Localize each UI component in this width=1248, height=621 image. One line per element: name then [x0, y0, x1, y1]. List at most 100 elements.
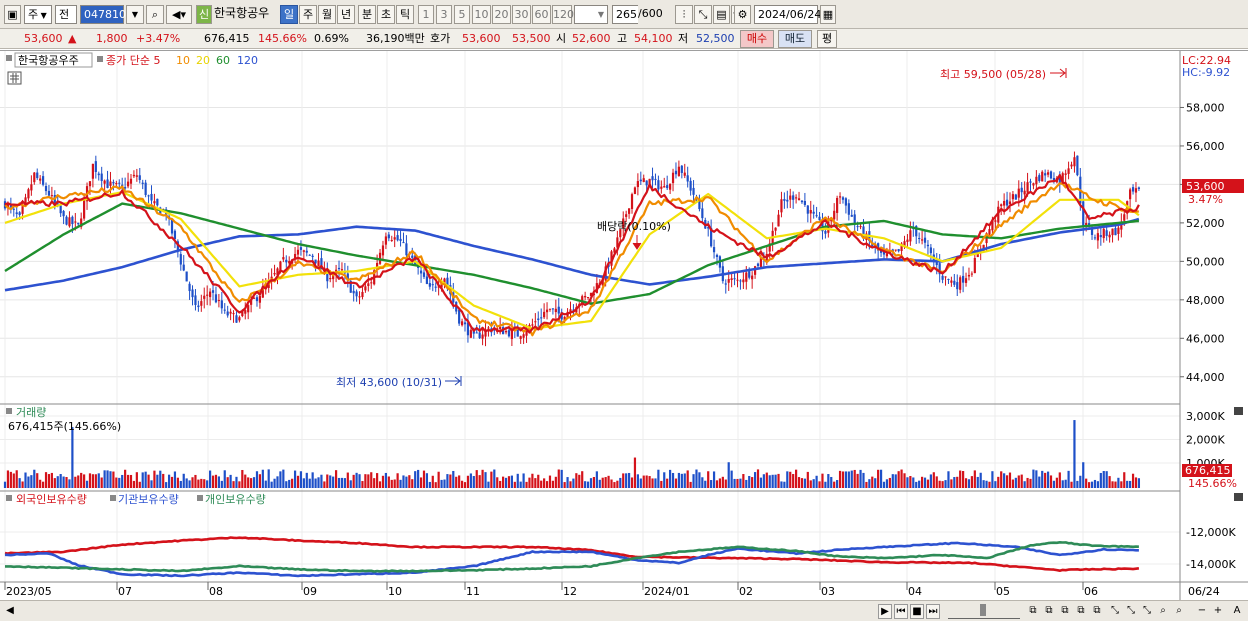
date-input[interactable]: 2024/06/24	[754, 5, 821, 24]
tab-tick[interactable]: 틱	[396, 5, 414, 24]
magnifier-icon-2[interactable]: ⌕	[1176, 605, 1182, 616]
volume-bar	[1108, 476, 1111, 488]
candle-body	[197, 305, 200, 308]
flat-button[interactable]: 평	[817, 30, 837, 48]
gear-icon[interactable]: ⚙	[734, 5, 751, 24]
font-size-icon[interactable]: A	[1233, 605, 1241, 616]
layout-icon-1[interactable]: ⧉	[1029, 605, 1037, 616]
chart-area[interactable]: 58,00056,00054,00052,00050,00048,00046,0…	[0, 50, 1248, 600]
stock-code-input[interactable]: 047810	[80, 5, 126, 24]
candle-body	[563, 316, 566, 320]
save-icon[interactable]: ▤	[713, 5, 730, 24]
candle-body	[103, 180, 106, 184]
holder-pane-close-icon[interactable]	[1234, 493, 1243, 501]
high-label: 고	[617, 32, 628, 45]
volume-bar	[572, 478, 575, 488]
candle-body	[642, 178, 645, 182]
num-20[interactable]: 20	[492, 5, 511, 24]
tab-week[interactable]: 주	[299, 5, 317, 24]
rewind-icon[interactable]: ⏮	[894, 604, 908, 619]
volume-bar	[953, 477, 956, 488]
fast-forward-icon[interactable]: ⏭	[926, 604, 940, 619]
volume-bar	[762, 474, 765, 488]
magnifier-icon[interactable]: ⌕	[1160, 605, 1166, 616]
num-120[interactable]: 120	[552, 5, 574, 24]
candle-body	[223, 309, 226, 311]
scroll-left-icon[interactable]: ◀	[6, 605, 14, 616]
draw-tool-icon[interactable]: ⤡	[694, 5, 712, 24]
num-30[interactable]: 30	[512, 5, 531, 24]
volume-bar	[1014, 477, 1017, 488]
tab-year[interactable]: 년	[337, 5, 355, 24]
zoom-out-icon[interactable]: −	[1197, 605, 1207, 616]
candle-body	[1099, 235, 1102, 238]
zoom-slider[interactable]	[948, 604, 1020, 619]
code-dropdown-icon[interactable]: ▼	[126, 5, 144, 24]
buy-button[interactable]: 매수	[740, 30, 774, 48]
volume-bar	[519, 481, 522, 488]
num-5[interactable]: 5	[454, 5, 470, 24]
num-1[interactable]: 1	[418, 5, 434, 24]
layout-icon-2[interactable]: ⧉	[1045, 605, 1053, 616]
trend-icon-3[interactable]: ⤡	[1143, 605, 1151, 616]
speaker-icon[interactable]: ◀▾	[166, 5, 192, 24]
volume-bar	[311, 472, 314, 488]
volume-bar	[548, 475, 552, 488]
volume-bar	[751, 477, 754, 488]
volume-bar	[888, 477, 891, 488]
tab-month[interactable]: 월	[318, 5, 336, 24]
num-60[interactable]: 60	[532, 5, 551, 24]
num-3[interactable]: 3	[436, 5, 452, 24]
grid-table-icon[interactable]	[7, 71, 22, 85]
period-select[interactable]: 주 ▼	[24, 5, 52, 24]
tab-second[interactable]: 초	[377, 5, 395, 24]
candle-body	[677, 166, 680, 176]
tab-day[interactable]: 일	[280, 5, 298, 24]
prev-button[interactable]: 전	[55, 5, 77, 24]
window-icon[interactable]: ▣	[4, 5, 21, 24]
volume-bar	[232, 481, 235, 488]
num-10[interactable]: 10	[472, 5, 491, 24]
candle-body	[622, 218, 625, 229]
volume-bar	[531, 473, 534, 488]
chart-svg[interactable]: 58,00056,00054,00052,00050,00048,00046,0…	[0, 51, 1248, 600]
candle-body	[83, 199, 86, 219]
trend-icon-1[interactable]: ⤡	[1111, 605, 1119, 616]
sell-button[interactable]: 매도	[778, 30, 812, 48]
trend-icon-2[interactable]: ⤡	[1127, 605, 1135, 616]
volume-bar	[786, 471, 789, 488]
candle-body	[393, 237, 396, 240]
layout-icon-5[interactable]: ⧉	[1093, 605, 1101, 616]
zoom-slider-handle[interactable]	[980, 604, 986, 616]
stop-icon[interactable]: ■	[910, 604, 924, 619]
candle-body	[885, 253, 889, 257]
candle-body	[252, 297, 256, 299]
volume-bar	[1064, 479, 1067, 488]
zoom-in-icon[interactable]: +	[1213, 605, 1223, 616]
layout-icon-4[interactable]: ⧉	[1077, 605, 1085, 616]
volume-bar	[759, 477, 763, 488]
candle-type-icon[interactable]: ⫶	[675, 5, 693, 24]
candle-body	[1038, 175, 1041, 182]
count-input[interactable]: 265	[612, 5, 638, 24]
calendar-icon[interactable]: ▦	[820, 5, 836, 24]
volume-bar	[671, 472, 675, 488]
custom-dropdown[interactable]: ▼	[574, 5, 608, 24]
candle-body	[411, 255, 414, 258]
volume-bar	[466, 475, 470, 488]
scroll-right-icon[interactable]: ▶	[878, 604, 892, 619]
layout-icon-3[interactable]: ⧉	[1061, 605, 1069, 616]
volume-bar	[830, 476, 833, 488]
candle-body	[545, 309, 549, 313]
search-icon[interactable]: ⌕	[146, 5, 164, 24]
volume-bar	[214, 474, 218, 488]
tab-minute[interactable]: 분	[358, 5, 376, 24]
volume-bar	[660, 480, 663, 488]
vol-pane-close-icon[interactable]	[1234, 407, 1243, 415]
scroll-bar[interactable]: ◀ ▶ ⏮ ■ ⏭ ⧉ ⧉ ⧉ ⧉ ⧉ ⤡ ⤡ ⤡ ⌕ ⌕ − + A	[0, 600, 1248, 621]
candle-body	[712, 247, 716, 253]
legend-name-box[interactable]	[14, 52, 93, 68]
legend-marker	[6, 55, 12, 61]
candle-body	[584, 295, 587, 298]
volume-bar	[191, 477, 194, 488]
